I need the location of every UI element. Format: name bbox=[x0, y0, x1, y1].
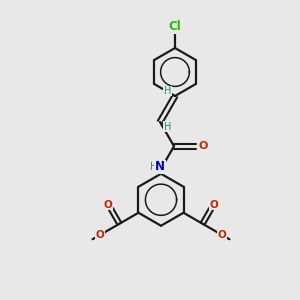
Text: O: O bbox=[218, 230, 226, 240]
Text: O: O bbox=[103, 200, 112, 210]
Text: Cl: Cl bbox=[169, 20, 182, 34]
Text: H: H bbox=[150, 162, 158, 172]
Text: N: N bbox=[155, 160, 165, 173]
Text: O: O bbox=[210, 200, 218, 210]
Text: H: H bbox=[164, 86, 171, 96]
Text: O: O bbox=[198, 141, 208, 151]
Text: H: H bbox=[164, 122, 171, 132]
Text: O: O bbox=[96, 230, 104, 240]
